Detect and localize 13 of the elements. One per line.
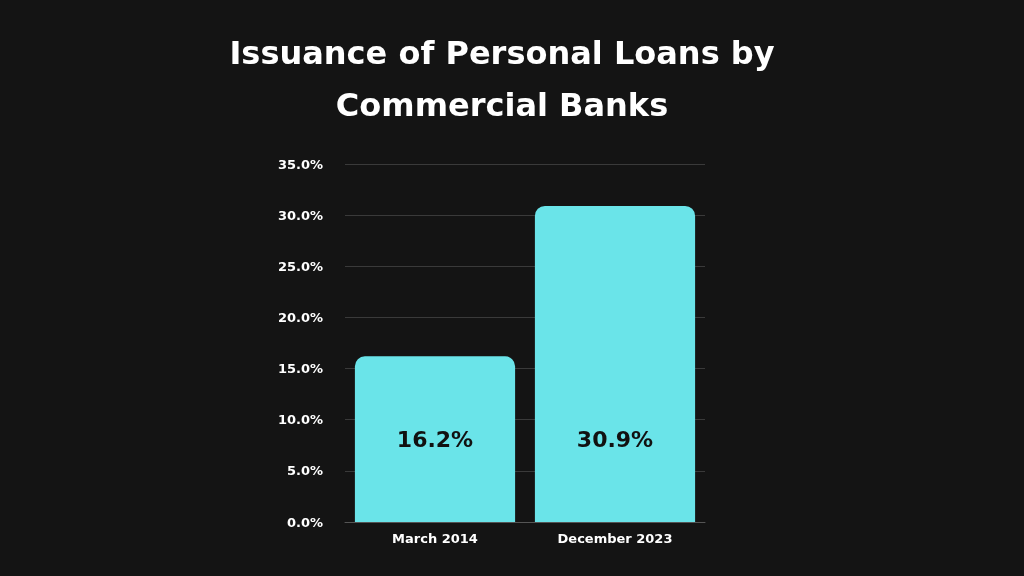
data-label: 16.2% (396, 426, 474, 452)
data-label: 30.9% (576, 426, 654, 452)
y-tick-label: 15.0% (277, 361, 323, 377)
y-tick-label: 30.0% (277, 207, 323, 223)
x-tick-label: March 2014 (392, 531, 478, 546)
x-tick-label: December 2023 (557, 531, 673, 546)
chart-title: Issuance of Personal Loans by Commercial Banks (229, 34, 775, 124)
y-tick-label: 35.0% (277, 156, 323, 172)
y-tick-label: 0.0% (286, 514, 323, 530)
y-tick-label: 20.0% (277, 309, 323, 325)
y-tick-label: 10.0% (277, 412, 323, 428)
y-tick-label: 5.0% (286, 463, 323, 479)
y-tick-label: 25.0% (277, 258, 323, 274)
